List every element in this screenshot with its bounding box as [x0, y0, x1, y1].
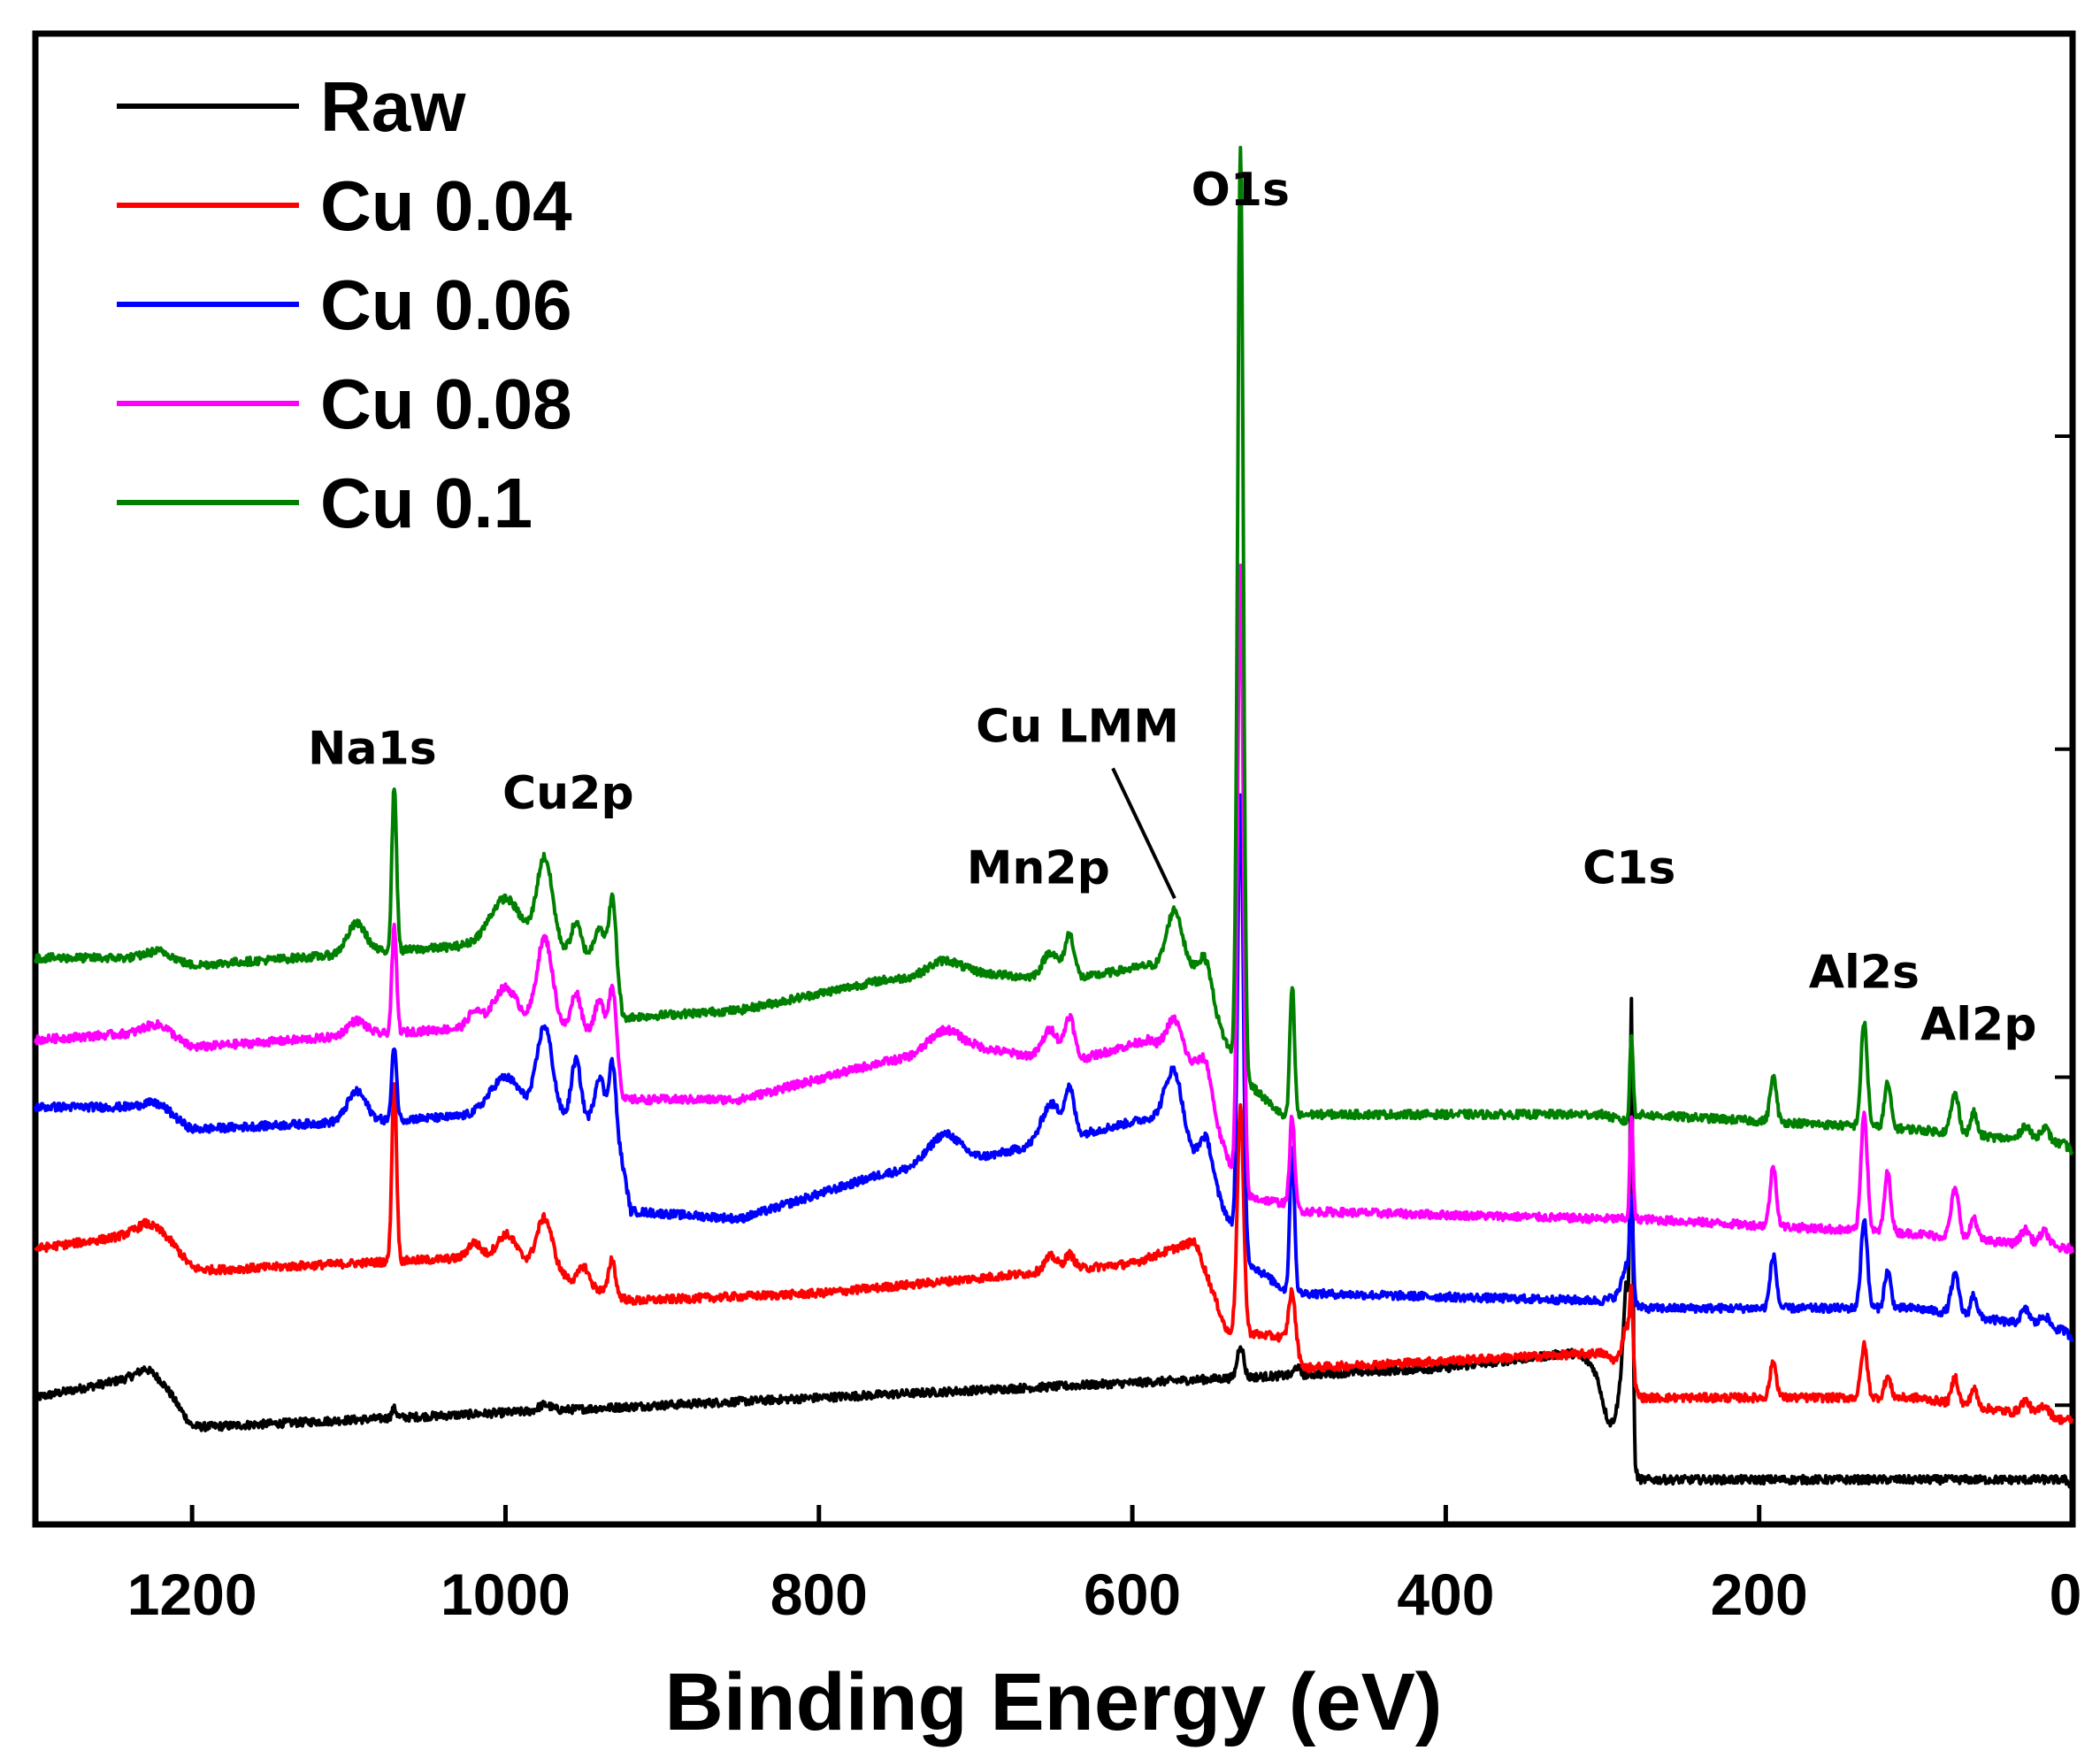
peak-label: O1s [1192, 164, 1290, 217]
peak-label: C1s [1583, 841, 1675, 894]
x-tick-label: 800 [770, 1562, 868, 1627]
x-axis-ticks: 1200 1000 800 600 400 200 0 [127, 434, 2082, 1627]
legend-label: Cu 0.1 [320, 464, 533, 542]
peak-label: Al2s [1809, 946, 1920, 999]
peak-label: Na1s [308, 723, 437, 776]
peak-label: Cu LMM [976, 700, 1179, 753]
x-tick-label: 0 [2050, 1562, 2082, 1627]
series-line-4 [34, 145, 2074, 1155]
x-tick-label: 1000 [441, 1562, 571, 1627]
x-axis-title: Binding Energy (eV) [664, 1657, 1442, 1747]
x-tick-label: 1200 [127, 1562, 257, 1627]
series-layer [34, 145, 2074, 1489]
legend-label: Cu 0.04 [320, 166, 572, 245]
legend-label: Raw [320, 67, 466, 146]
legend-label: Cu 0.06 [320, 265, 572, 344]
annotation-pointer [1111, 767, 1176, 900]
peak-label: Cu2p [502, 767, 634, 820]
x-tick-label: 200 [1711, 1562, 1808, 1627]
x-tick-label: 400 [1397, 1562, 1494, 1627]
peak-label: Mn2p [967, 841, 1110, 894]
peak-label: Al2p [1920, 998, 2036, 1051]
series-line-3 [34, 564, 2074, 1255]
plot-frame [32, 30, 2076, 1528]
legend-label: Cu 0.08 [320, 365, 572, 443]
x-tick-label: 600 [1084, 1562, 1181, 1627]
series-line-2 [34, 793, 2074, 1343]
series-line-1 [34, 1082, 2074, 1425]
series-line-0 [34, 996, 2074, 1489]
legend: Raw Cu 0.04 Cu 0.06 Cu 0.08 Cu 0.1 [117, 67, 572, 542]
